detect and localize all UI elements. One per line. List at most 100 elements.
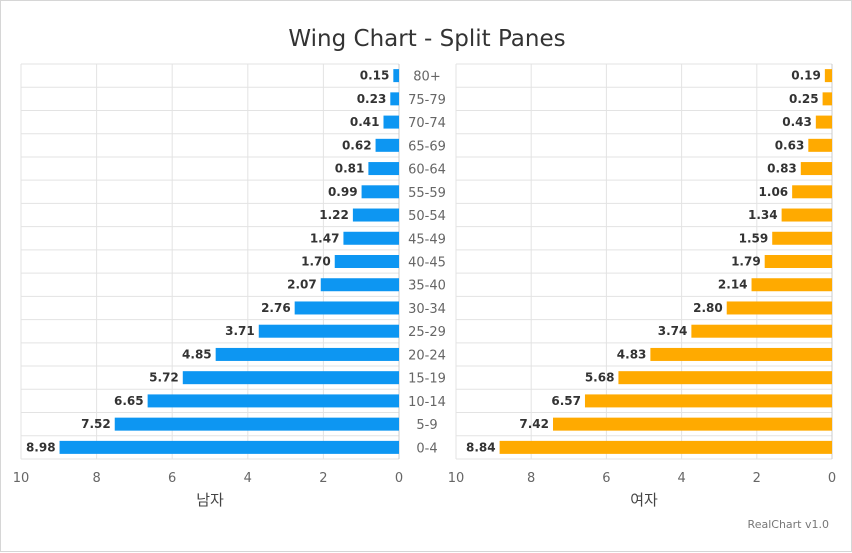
data-label-right-35-40: 2.14 (718, 278, 748, 292)
category-label-10-14: 10-14 (408, 395, 446, 410)
bar-right-15-19[interactable] (618, 371, 832, 385)
left-series-bars (59, 69, 399, 454)
category-label-55-59: 55-59 (408, 186, 446, 201)
tick-label-8: 8 (527, 471, 535, 486)
bar-right-30-34[interactable] (726, 301, 832, 315)
data-label-right-30-34: 2.80 (693, 301, 723, 315)
data-label-right-20-24: 4.83 (617, 347, 647, 361)
data-label-left-15-19: 5.72 (149, 371, 179, 385)
category-label-80+: 80+ (413, 70, 440, 85)
left-axis-title: 남자 (196, 491, 224, 509)
data-label-left-75-79: 0.23 (357, 92, 387, 106)
category-label-20-24: 20-24 (408, 348, 446, 363)
data-label-right-50-54: 1.34 (748, 208, 778, 222)
data-label-left-70-74: 0.41 (350, 115, 380, 129)
left-series-data-labels: 0.15 0.23 0.41 0.62 0.81 0.99 1.22 1.47 1.70 2.07… (26, 69, 389, 455)
bar-right-70-74[interactable] (815, 115, 832, 129)
category-label-40-45: 40-45 (408, 256, 446, 271)
bar-right-75-79[interactable] (822, 92, 832, 106)
chart-title: Wing Chart - Split Panes (288, 26, 565, 52)
data-label-right-60-64: 0.83 (767, 162, 797, 176)
bar-left-80+[interactable] (393, 69, 399, 83)
bar-right-60-64[interactable] (800, 162, 832, 176)
bar-left-45-49[interactable] (343, 231, 399, 245)
data-label-right-55-59: 1.06 (759, 185, 789, 199)
bar-right-50-54[interactable] (781, 208, 832, 222)
data-label-right-5-9: 7.42 (519, 417, 549, 431)
right-value-axis-ticks: 10 8 6 4 2 0 (448, 471, 836, 486)
bar-right-55-59[interactable] (792, 185, 832, 199)
bar-left-65-69[interactable] (375, 138, 399, 152)
bar-left-25-29[interactable] (258, 324, 399, 338)
category-label-65-69: 65-69 (408, 139, 446, 154)
data-label-left-40-45: 1.70 (301, 255, 331, 269)
bar-right-35-40[interactable] (751, 278, 832, 292)
bar-left-75-79[interactable] (390, 92, 399, 106)
data-label-left-60-64: 0.81 (335, 162, 365, 176)
bar-left-5-9[interactable] (114, 417, 399, 431)
bar-right-10-14[interactable] (584, 394, 832, 408)
tick-label-6: 6 (602, 471, 610, 486)
bar-right-20-24[interactable] (650, 347, 832, 361)
category-label-25-29: 25-29 (408, 325, 446, 340)
data-label-left-35-40: 2.07 (287, 278, 317, 292)
bar-left-15-19[interactable] (182, 371, 399, 385)
data-label-right-25-29: 3.74 (658, 324, 688, 338)
tick-label-6: 6 (168, 471, 176, 486)
category-axis-labels: 80+ 75-79 70-74 65-69 60-64 55-59 50-54 45-49 40… (408, 70, 446, 457)
tick-label-4: 4 (244, 471, 252, 486)
right-axis-title: 여자 (630, 491, 658, 509)
left-value-axis-ticks: 10 8 6 4 2 0 (13, 471, 403, 486)
data-label-left-20-24: 4.85 (182, 347, 212, 361)
bar-right-0-4[interactable] (499, 440, 832, 454)
data-label-left-50-54: 1.22 (319, 208, 349, 222)
tick-label-2: 2 (753, 471, 761, 486)
right-series-bars (499, 69, 832, 454)
tick-label-0: 0 (828, 471, 836, 486)
data-label-left-55-59: 0.99 (328, 185, 358, 199)
bar-right-40-45[interactable] (764, 255, 832, 268)
bar-left-40-45[interactable] (334, 255, 399, 268)
data-label-right-70-74: 0.43 (782, 115, 812, 129)
bar-left-70-74[interactable] (383, 115, 399, 129)
data-label-left-45-49: 1.47 (310, 231, 340, 245)
data-label-left-5-9: 7.52 (81, 417, 111, 431)
bar-left-30-34[interactable] (294, 301, 399, 315)
category-label-50-54: 50-54 (408, 209, 446, 224)
tick-label-0: 0 (395, 471, 403, 486)
right-series-data-labels: 0.19 0.25 0.43 0.63 0.83 1.06 1.34 1.59 1.79 2.14… (466, 69, 821, 455)
category-label-30-34: 30-34 (408, 302, 446, 317)
data-label-right-80+: 0.19 (791, 69, 821, 83)
tick-label-2: 2 (319, 471, 327, 486)
bar-left-10-14[interactable] (147, 394, 399, 408)
bar-left-50-54[interactable] (352, 208, 399, 222)
data-label-left-65-69: 0.62 (342, 138, 372, 152)
data-label-right-45-49: 1.59 (739, 231, 769, 245)
tick-label-8: 8 (92, 471, 100, 486)
tick-label-4: 4 (677, 471, 685, 486)
category-label-60-64: 60-64 (408, 163, 446, 178)
bar-right-65-69[interactable] (808, 138, 832, 152)
data-label-right-40-45: 1.79 (731, 255, 761, 269)
category-label-75-79: 75-79 (408, 93, 446, 108)
category-label-35-40: 35-40 (408, 279, 446, 294)
bar-right-45-49[interactable] (772, 231, 832, 245)
data-label-right-0-4: 8.84 (466, 440, 496, 454)
bar-left-0-4[interactable] (59, 440, 399, 454)
bar-left-55-59[interactable] (361, 185, 399, 199)
data-label-right-10-14: 6.57 (551, 394, 581, 408)
chart-credits: RealChart v1.0 (748, 518, 829, 531)
category-label-0-4: 0-4 (416, 441, 437, 456)
data-label-right-75-79: 0.25 (789, 92, 819, 106)
bar-right-80+[interactable] (824, 69, 832, 83)
bar-left-20-24[interactable] (215, 347, 399, 361)
tick-label-10: 10 (13, 471, 30, 486)
data-label-left-80+: 0.15 (360, 69, 390, 83)
bar-right-5-9[interactable] (553, 417, 832, 431)
bar-left-35-40[interactable] (320, 278, 399, 292)
data-label-left-10-14: 6.65 (114, 394, 144, 408)
bar-left-60-64[interactable] (368, 162, 399, 176)
bar-right-25-29[interactable] (691, 324, 832, 338)
